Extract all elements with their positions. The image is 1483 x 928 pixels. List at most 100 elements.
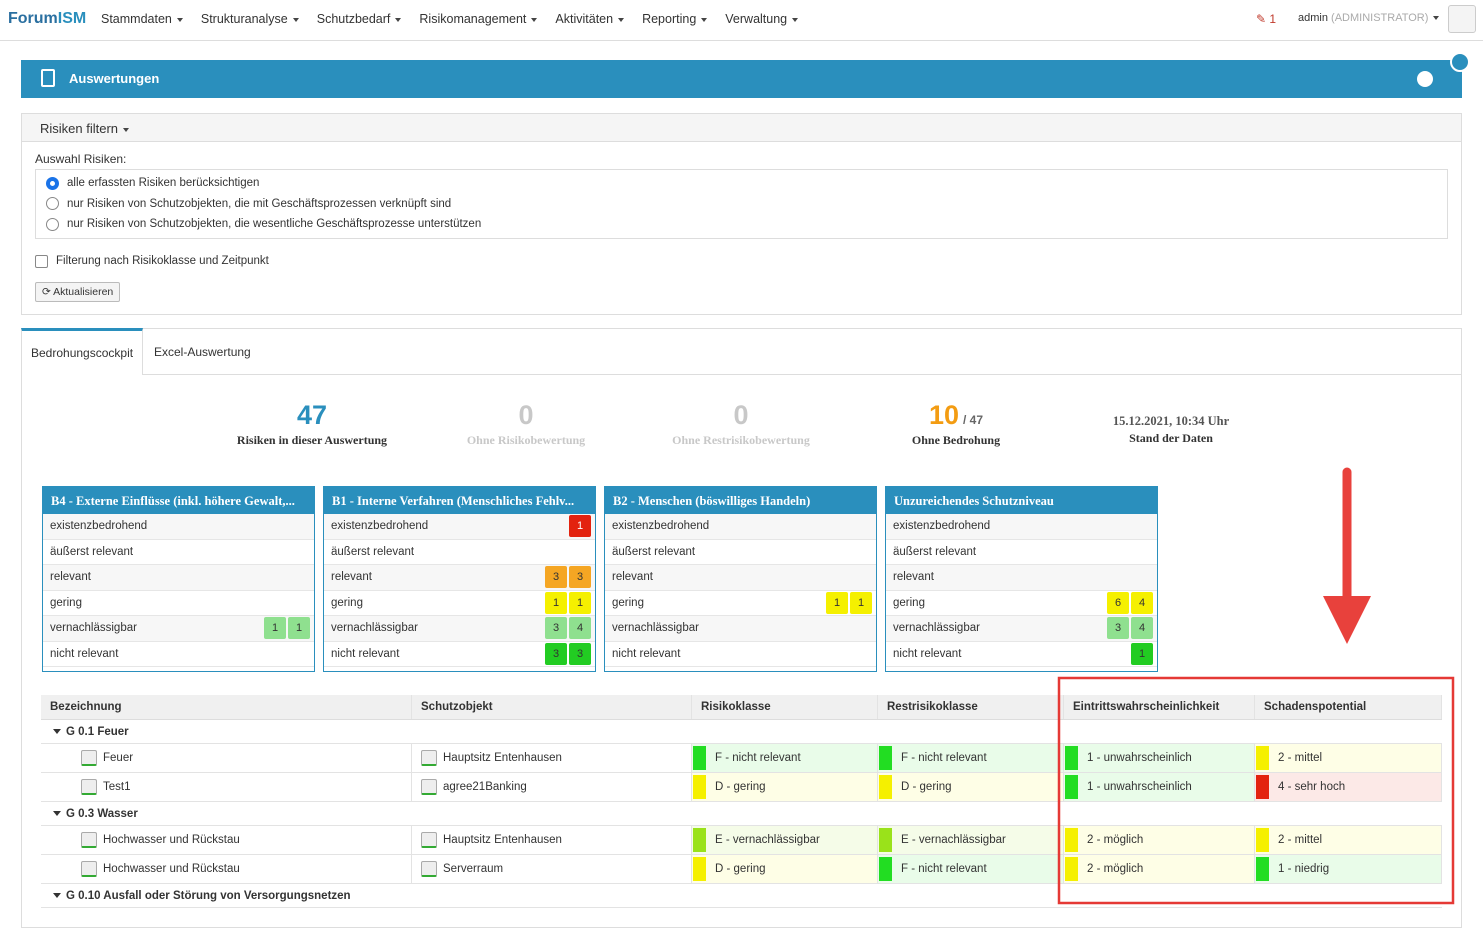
radio-button[interactable] <box>46 217 59 231</box>
column-header[interactable]: Bezeichnung <box>41 695 412 719</box>
card-title: B2 - Menschen (böswilliges Handeln) <box>605 487 876 514</box>
stat-number: 10 <box>928 400 960 430</box>
row-label: nicht relevant <box>612 647 681 660</box>
badge[interactable]: 3 <box>1107 617 1129 640</box>
rating-cell: F - nicht relevant <box>878 855 1064 883</box>
card-row: nicht relevant 3 3 <box>324 642 595 667</box>
card-row: vernachlässigbar 3 4 <box>886 616 1157 642</box>
object: Serverraum <box>443 863 504 875</box>
badge[interactable]: 3 <box>545 566 567 589</box>
row-label: vernachlässigbar <box>893 622 980 635</box>
badge[interactable]: 6 <box>1107 591 1129 614</box>
radio-button[interactable] <box>46 176 59 190</box>
column-header[interactable]: Risikoklasse <box>692 695 878 719</box>
rating-color <box>1065 857 1078 881</box>
row-label: vernachlässigbar <box>331 622 418 635</box>
search-button[interactable] <box>1448 5 1476 33</box>
radio-option[interactable]: alle erfassten Risiken berücksichtigen <box>36 173 1447 194</box>
panel-title: Auswertungen <box>69 71 160 86</box>
badge[interactable]: 1 <box>569 515 591 538</box>
menu: Stammdaten Strukturanalyse Schutzbedarf Ris… <box>101 12 798 26</box>
rating-text: 4 - sehr hoch <box>1278 781 1346 793</box>
user-menu[interactable]: admin (ADMINISTRATOR) <box>1298 12 1439 24</box>
table-header: Bezeichnung Schutzobjekt Risikoklasse Restr… <box>41 695 1442 720</box>
table-row[interactable]: Test1 agree21Banking D - gering D - gering 1… <box>41 773 1442 802</box>
filter-title: Risiken filtern <box>40 121 119 136</box>
badge[interactable]: 4 <box>1131 591 1153 614</box>
tab[interactable]: Bedrohungscockpit <box>21 328 143 375</box>
menu-item[interactable]: Verwaltung <box>725 12 798 26</box>
badge[interactable]: 3 <box>545 617 567 640</box>
close-button[interactable] <box>1450 52 1470 72</box>
rating-cell: E - vernachlässigbar <box>878 826 1064 854</box>
card-row: existenzbedrohend <box>43 514 314 540</box>
stat-date: 15.12.2021, 10:34 Uhr <box>1112 414 1230 428</box>
badge[interactable]: 1 <box>264 617 286 640</box>
column-header[interactable]: Schutzobjekt <box>412 695 692 719</box>
rating-cell: D - gering <box>878 773 1064 801</box>
rating-color <box>1065 775 1078 799</box>
radio-option[interactable]: nur Risiken von Schutzobjekten, die wese… <box>36 214 1447 235</box>
badge[interactable]: 3 <box>569 642 591 665</box>
badge[interactable]: 1 <box>826 591 848 614</box>
radio-option[interactable]: nur Risiken von Schutzobjekten, die mit … <box>36 194 1447 215</box>
rating-cell: 1 - unwahrscheinlich <box>1064 744 1255 772</box>
table-row[interactable]: Feuer Hauptsitz Entenhausen F - nicht rele… <box>41 744 1442 773</box>
badge[interactable]: 4 <box>1131 617 1153 640</box>
cell-name: Feuer <box>41 744 412 772</box>
card-row: relevant <box>886 565 1157 591</box>
card-row: gering 1 1 <box>324 591 595 616</box>
rating-color <box>1256 746 1269 770</box>
table-row[interactable]: Hochwasser und Rückstau Serverraum D - ger… <box>41 855 1442 884</box>
card-row: äußerst relevant <box>43 540 314 565</box>
rating-cell: D - gering <box>692 855 878 883</box>
table-row[interactable]: Hochwasser und Rückstau Hauptsitz Entenha… <box>41 826 1442 855</box>
rating-cell: 2 - möglich <box>1064 855 1255 883</box>
row-label: vernachlässigbar <box>612 622 699 635</box>
badge[interactable]: 3 <box>569 566 591 589</box>
threat-card: Unzureichendes Schutzniveau existenzbedro… <box>885 486 1158 672</box>
menu-item[interactable]: Schutzbedarf <box>317 12 402 26</box>
badge[interactable]: 1 <box>850 591 872 614</box>
help-button[interactable] <box>1417 71 1433 87</box>
rating-cell: D - gering <box>692 773 878 801</box>
cell-object: Hauptsitz Entenhausen <box>412 826 692 854</box>
badge[interactable]: 1 <box>288 617 310 640</box>
notifications[interactable]: ✎ 1 <box>1256 12 1277 26</box>
column-header[interactable]: Eintrittswahrscheinlichkeit <box>1064 695 1255 719</box>
stat: 0 Ohne Restrisikobewertung <box>631 400 851 448</box>
tab[interactable]: Excel-Auswertung <box>154 345 251 359</box>
cell-name: Hochwasser und Rückstau <box>41 826 412 854</box>
brand[interactable]: ForumISM <box>8 10 86 28</box>
filter-header[interactable]: Risiken filtern <box>22 114 1461 142</box>
group-row[interactable]: G 0.1 Feuer <box>41 720 1442 744</box>
rating-text: 1 - unwahrscheinlich <box>1087 781 1192 793</box>
menu-item[interactable]: Stammdaten <box>101 12 183 26</box>
badge[interactable]: 1 <box>545 591 567 614</box>
menu-item[interactable]: Aktivitäten <box>555 12 624 26</box>
badge[interactable]: 1 <box>1131 642 1153 665</box>
group-title: G 0.1 Feuer <box>66 725 129 738</box>
group-row[interactable]: G 0.10 Ausfall oder Störung von Versorgu… <box>41 884 1442 908</box>
badges: 1 <box>569 515 591 538</box>
menu-item[interactable]: Risikomanagement <box>419 12 537 26</box>
group-row[interactable]: G 0.3 Wasser <box>41 802 1442 826</box>
column-header[interactable]: Restrisikoklasse <box>878 695 1064 719</box>
menu-item[interactable]: Reporting <box>642 12 707 26</box>
rating-cell: E - vernachlässigbar <box>692 826 878 854</box>
column-header[interactable]: Schadenspotential <box>1255 695 1442 719</box>
menu-item[interactable]: Strukturanalyse <box>201 12 299 26</box>
refresh-button[interactable]: ⟳ Aktualisieren <box>35 281 121 302</box>
radio-button[interactable] <box>46 197 59 211</box>
badge[interactable]: 4 <box>569 617 591 640</box>
badges: 1 <box>1131 642 1153 665</box>
badge[interactable]: 1 <box>569 591 591 614</box>
rating-color <box>879 746 892 770</box>
rating-color <box>879 775 892 799</box>
filter-checkbox[interactable]: Filterung nach Risikoklasse und Zeitpunk… <box>22 251 1461 272</box>
tab-divider <box>143 374 1462 375</box>
badge[interactable]: 3 <box>545 642 567 665</box>
rating-text: F - nicht relevant <box>901 863 987 875</box>
